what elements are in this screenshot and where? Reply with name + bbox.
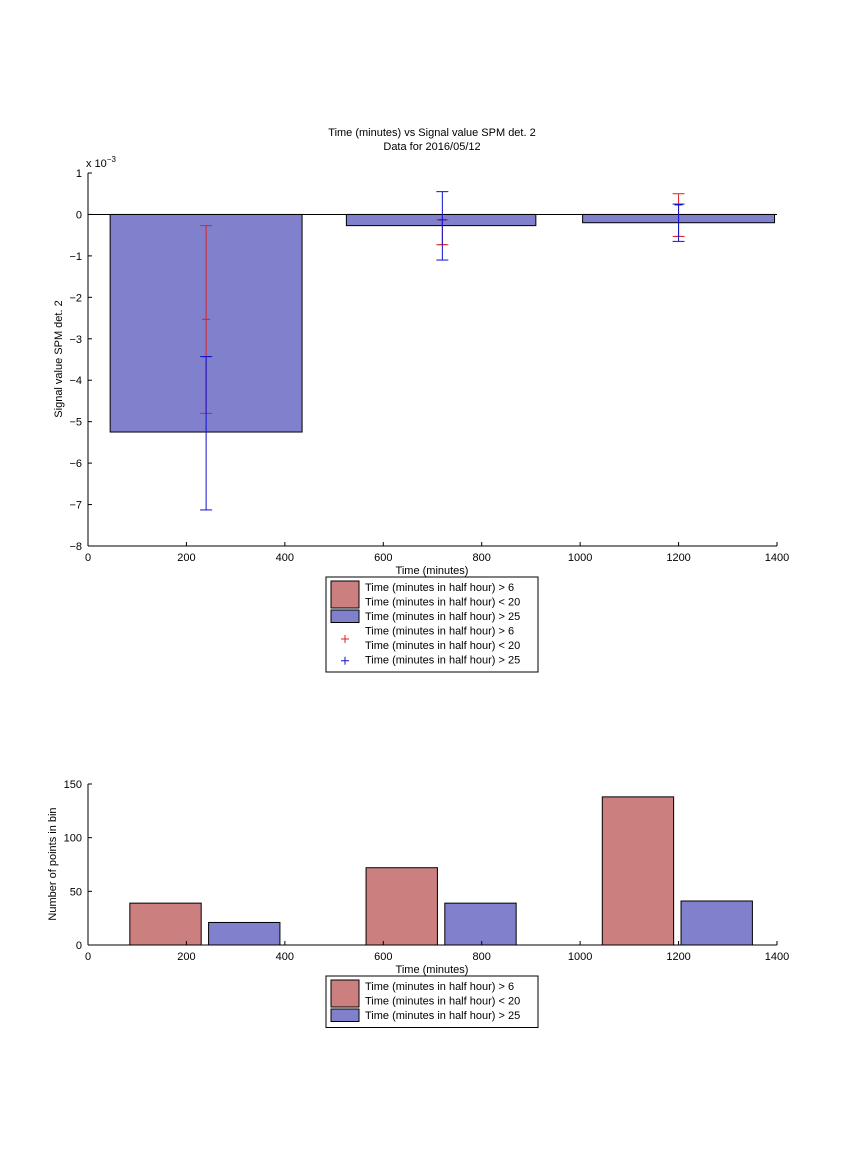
legend-label: Time (minutes in half hour) > 25	[365, 1010, 520, 1022]
count-legend: Time (minutes in half hour) > 6 Time (min…	[325, 975, 539, 1028]
x-axis-label: Time (minutes)	[396, 964, 469, 976]
x-tick-label: 600	[374, 951, 392, 963]
x-tick-label: 0	[85, 552, 91, 564]
y-exponent-power: −3	[107, 155, 117, 164]
y-tick-label: −7	[69, 500, 82, 512]
y-axis-label: Signal value SPM det. 2	[53, 300, 65, 417]
legend-label: Time (minutes in half hour) < 20	[365, 996, 520, 1008]
x-tick-label: 1400	[765, 552, 789, 564]
y-tick-label: 50	[70, 886, 82, 898]
x-tick-label: 1000	[568, 552, 592, 564]
x-tick-label: 0	[85, 951, 91, 963]
bar	[129, 902, 202, 946]
legend-swatch	[330, 580, 360, 609]
legend-swatch	[330, 1008, 360, 1022]
legend-label: Time (minutes in half hour) > 25	[365, 611, 520, 623]
bar	[208, 921, 281, 946]
x-tick-label: 400	[276, 951, 294, 963]
chart-subtitle: Data for 2016/05/12	[383, 141, 480, 153]
x-tick-label: 400	[276, 552, 294, 564]
bar	[680, 900, 753, 946]
x-tick-label: 1000	[568, 951, 592, 963]
legend-box	[325, 975, 539, 1028]
y-tick-label: −1	[69, 251, 82, 263]
y-tick-label: 0	[76, 940, 82, 952]
legend-swatch	[330, 609, 360, 623]
bar	[365, 867, 438, 946]
legend-label: Time (minutes in half hour) > 25	[365, 655, 520, 667]
y-tick-label: 150	[64, 779, 82, 791]
x-tick-label: 800	[473, 552, 491, 564]
legend-label: Time (minutes in half hour) > 6	[365, 981, 514, 993]
x-tick-label: 600	[374, 552, 392, 564]
x-tick-label: 1400	[765, 951, 789, 963]
y-axis-label: Number of points in bin	[47, 807, 59, 920]
count-chart: 0 200 400 600 800 1000 1200 1400 0 50 100 150 Time …	[47, 779, 789, 1028]
x-axis-label: Time (minutes)	[396, 565, 469, 577]
bar	[601, 796, 675, 946]
x-tick-label: 800	[473, 951, 491, 963]
y-tick-label: −6	[69, 458, 82, 470]
y-exponent-label: x 10−3	[86, 155, 116, 170]
y-exponent-base: x 10	[86, 158, 107, 170]
signal-plot-area: 0 200 400 600 800 1000 1200 1400 1 0 −1 −2 −3 −4 −5 −6 −…	[69, 168, 789, 564]
y-tick-label: 1	[76, 168, 82, 180]
y-tick-label: 0	[76, 209, 82, 221]
y-tick-label: −5	[69, 417, 82, 429]
legend-swatch	[330, 979, 360, 1008]
x-tick-label: 1200	[666, 951, 690, 963]
x-tick-label: 1200	[666, 552, 690, 564]
signal-chart: Time (minutes) vs Signal value SPM det. …	[53, 127, 789, 673]
chart-title: Time (minutes) vs Signal value SPM det. …	[328, 127, 535, 139]
legend-label: Time (minutes in half hour) > 6	[365, 626, 514, 638]
y-tick-label: −4	[69, 375, 82, 387]
legend-label: Time (minutes in half hour) < 20	[365, 640, 520, 652]
y-tick-label: −3	[69, 334, 82, 346]
y-tick-label: −2	[69, 292, 82, 304]
legend-box	[325, 576, 539, 673]
bar	[444, 902, 517, 946]
y-tick-label: 100	[64, 833, 82, 845]
count-plot-area: 0 200 400 600 800 1000 1200 1400 0 50 100 150	[64, 779, 790, 963]
signal-legend: Time (minutes in half hour) > 6 Time (min…	[325, 576, 539, 673]
x-tick-label: 200	[177, 552, 195, 564]
y-tick-label: −8	[69, 541, 82, 553]
legend-label: Time (minutes in half hour) > 6	[365, 582, 514, 594]
x-tick-label: 200	[177, 951, 195, 963]
legend-label: Time (minutes in half hour) < 20	[365, 597, 520, 609]
